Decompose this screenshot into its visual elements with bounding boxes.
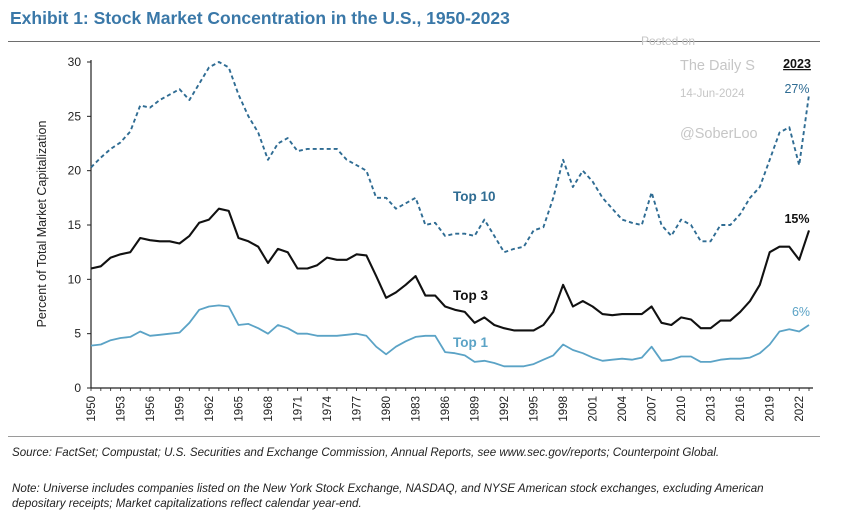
- y-axis-ticks: 0 5 10 15 20 25 30: [68, 55, 91, 395]
- chart-series: [90, 61, 810, 368]
- title-divider: [8, 41, 820, 42]
- top1-end-value: 6%: [792, 305, 810, 319]
- y-tick-label: 30: [68, 55, 82, 69]
- source-footnote: Source: FactSet; Compustat; U.S. Securit…: [12, 446, 720, 459]
- footer-divider: [8, 436, 820, 437]
- watermark-handle: @SoberLoo: [680, 126, 758, 142]
- y-tick-label: 0: [74, 381, 81, 395]
- x-tick-label: 1953: [116, 396, 128, 422]
- x-tick-label: 2004: [617, 395, 629, 421]
- watermark-date: 14-Jun-2024: [680, 88, 745, 100]
- year-2023-label: 2023: [783, 57, 811, 71]
- x-tick-label: 1977: [352, 396, 364, 422]
- x-tick-label: 2013: [706, 396, 718, 422]
- x-tick-label: 1962: [204, 396, 216, 422]
- y-axis-label: Percent of Total Market Capitalization: [35, 121, 49, 328]
- watermark-posted-on: Posted on: [641, 34, 695, 48]
- x-tick-label: 1980: [381, 396, 393, 422]
- x-tick-label: 1956: [145, 396, 157, 422]
- x-tick-label: 1971: [293, 396, 305, 422]
- top3-series-label: Top 3: [453, 288, 488, 303]
- x-tick-label: 1959: [175, 396, 187, 422]
- line-chart: Posted on The Daily S 14-Jun-2024 @Sober…: [35, 34, 813, 422]
- top1-series-label: Top 1: [453, 335, 488, 350]
- top10-series-label: Top 10: [453, 189, 496, 204]
- x-axis-ticks: 1950 1953 1956 1959 1962 1965 1968 1971 1974 1977…: [86, 388, 810, 422]
- x-tick-label: 1983: [411, 396, 423, 422]
- x-tick-label: 2019: [765, 396, 777, 422]
- series-line-top1: [90, 304, 810, 368]
- chart-title: Exhibit 1: Stock Market Concentration in…: [10, 8, 510, 28]
- top10-end-value: 27%: [784, 82, 809, 96]
- x-tick-label: 2016: [735, 396, 747, 422]
- x-tick-label: 2007: [647, 396, 659, 422]
- x-tick-label: 2022: [794, 396, 806, 422]
- x-tick-label: 1968: [263, 396, 275, 422]
- x-tick-label: 1992: [499, 396, 511, 422]
- x-tick-label: 1995: [529, 396, 541, 422]
- y-tick-label: 15: [68, 218, 82, 232]
- series-line-top3: [90, 207, 810, 332]
- x-tick-label: 2010: [676, 396, 688, 422]
- watermark-site: The Daily S: [680, 58, 755, 74]
- y-tick-label: 5: [74, 327, 81, 341]
- x-tick-label: 1998: [558, 396, 570, 422]
- y-tick-label: 10: [68, 272, 82, 286]
- x-tick-label: 1974: [322, 395, 334, 421]
- series-line-top10: [90, 61, 810, 254]
- x-tick-label: 1950: [86, 396, 98, 422]
- x-tick-label: 1986: [440, 396, 452, 422]
- x-tick-label: 1989: [470, 396, 482, 422]
- x-tick-label: 1965: [234, 396, 246, 422]
- note-footnote: Note: Universe includes companies listed…: [12, 482, 764, 510]
- y-tick-label: 20: [68, 164, 82, 178]
- x-tick-label: 2001: [588, 396, 600, 422]
- top3-end-value: 15%: [784, 212, 809, 226]
- y-tick-label: 25: [68, 109, 82, 123]
